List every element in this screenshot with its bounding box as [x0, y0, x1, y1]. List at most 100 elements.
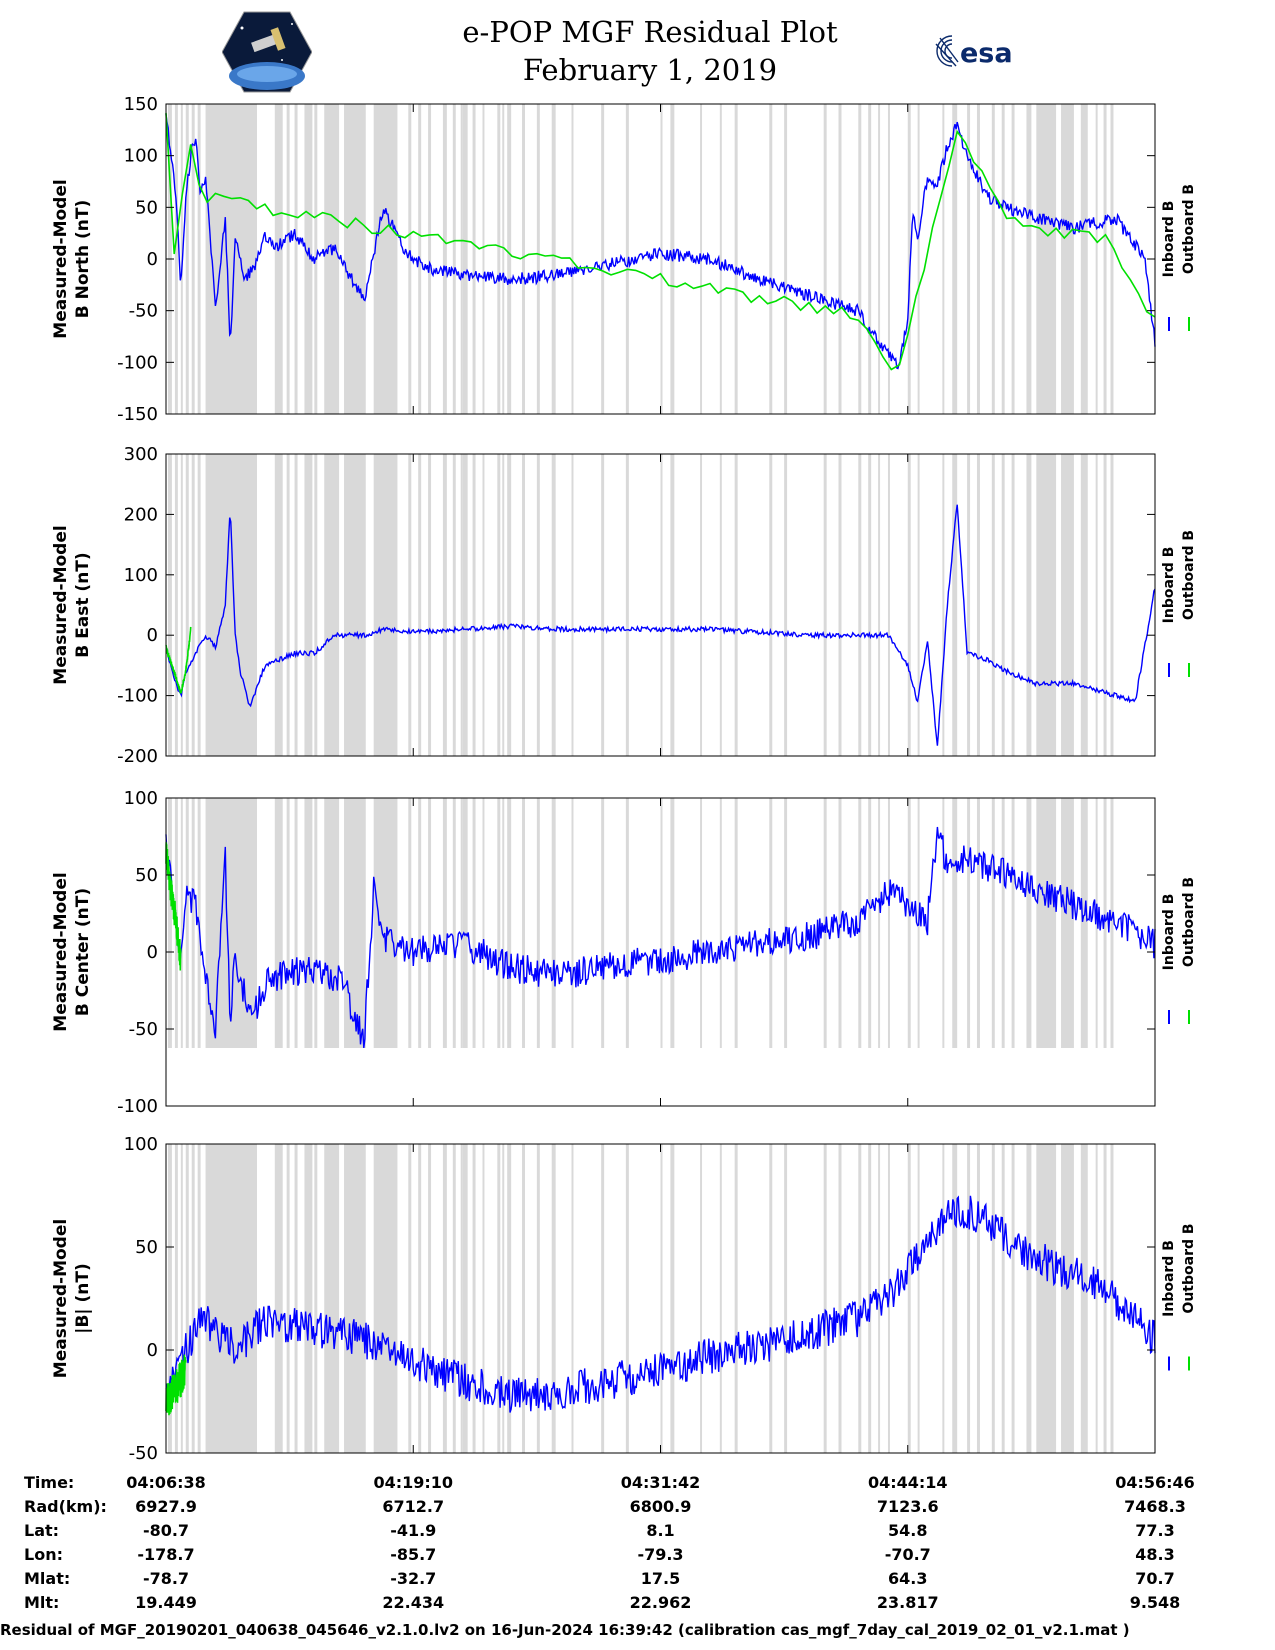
shade-interval	[180, 798, 183, 1048]
shade-interval	[991, 1144, 995, 1453]
panel-4: 100 50 0 -50 Measured-Model |B| (nT) Inboard B…	[51, 1134, 1197, 1464]
y-tick-label: 0	[147, 942, 158, 963]
shade-interval	[482, 454, 485, 756]
shade-interval	[482, 798, 485, 1048]
shade-interval	[462, 1144, 468, 1453]
shade-interval	[784, 798, 788, 1048]
y-tick-label: 300	[124, 444, 158, 465]
shade-interval	[314, 1144, 318, 1453]
shade-interval	[344, 104, 366, 414]
shade-interval	[294, 798, 298, 1048]
shade-interval	[1026, 1144, 1032, 1453]
shade-interval	[324, 454, 340, 756]
shade-interval	[294, 454, 298, 756]
shade-interval	[1095, 798, 1098, 1048]
shade-interval	[314, 454, 318, 756]
y-tick-label: -100	[117, 1096, 158, 1117]
shade-interval	[976, 1144, 980, 1453]
shade-interval	[428, 104, 432, 414]
y-tick-label: -50	[129, 1443, 158, 1464]
shade-interval	[408, 104, 412, 414]
shade-interval	[324, 104, 340, 414]
y-tick-label: 0	[147, 1340, 158, 1361]
shade-interval	[1095, 454, 1098, 756]
shade-interval	[442, 1144, 447, 1453]
shade-interval	[1036, 454, 1057, 756]
y-axis-label-line2: B Center (nT)	[73, 888, 93, 1016]
legend-outboard: Outboard B	[1181, 1223, 1197, 1313]
shade-interval	[314, 798, 318, 1048]
shade-interval	[428, 454, 432, 756]
shade-interval	[551, 798, 556, 1048]
shade-interval	[601, 104, 605, 414]
shade-interval	[428, 798, 432, 1048]
shade-interval	[472, 798, 476, 1048]
y-axis-label-line2: |B| (nT)	[73, 1263, 93, 1334]
shade-interval	[700, 454, 703, 756]
shade-interval	[1011, 798, 1015, 1048]
shade-interval	[428, 1144, 432, 1453]
ephemeris-value: 19.449	[135, 1593, 197, 1612]
shade-interval	[497, 454, 501, 756]
shade-interval	[507, 454, 512, 756]
shade-interval	[462, 454, 468, 756]
shade-interval	[601, 454, 605, 756]
ephemeris-value: 8.1	[646, 1521, 675, 1540]
shade-interval	[887, 798, 890, 1048]
shade-interval	[670, 798, 675, 1048]
shade-interval	[967, 1144, 971, 1453]
panel-3: 100 50 0 -50 -100 Measured-Model B Center (nT)…	[51, 788, 1197, 1117]
shade-interval	[507, 104, 512, 414]
ephemeris-value: 6712.7	[382, 1497, 445, 1516]
plot-date: February 1, 2019	[522, 53, 778, 87]
shade-interval	[1026, 798, 1032, 1048]
shade-interval	[1026, 104, 1032, 414]
ephemeris-value: -78.7	[142, 1569, 190, 1588]
shade-interval	[522, 798, 526, 1048]
ephemeris-value: 70.7	[1135, 1569, 1175, 1588]
y-axis-label: Measured-Model B East (nT)	[51, 525, 93, 684]
shade-interval	[460, 104, 463, 414]
shade-interval	[952, 798, 958, 1048]
shade-interval	[373, 798, 398, 1048]
shade-interval	[373, 104, 398, 414]
shade-interval	[571, 1144, 574, 1453]
shade-interval	[344, 454, 366, 756]
shade-interval	[1061, 1144, 1074, 1453]
ephemeris-value: 64.3	[888, 1569, 928, 1588]
panel-1: 150 100 50 0 -50 -100 -150 Measured-Model B Nort…	[51, 94, 1197, 425]
shade-interval	[1110, 1144, 1114, 1453]
shade-interval	[1095, 1144, 1098, 1453]
y-axis-label-line1: Measured-Model	[51, 1219, 71, 1378]
shade-interval	[442, 104, 447, 414]
ephemeris-value: 48.3	[1135, 1545, 1175, 1564]
shade-interval	[1080, 454, 1088, 756]
shade-interval	[991, 798, 995, 1048]
shade-interval	[868, 104, 872, 414]
shade-interval	[185, 104, 189, 414]
shade-interval	[373, 1144, 398, 1453]
shade-interval	[769, 798, 773, 1048]
shade-interval	[191, 798, 195, 1048]
ephemeris-value: 04:31:42	[620, 1473, 701, 1492]
shade-interval	[460, 1144, 463, 1453]
shade-interval	[660, 104, 663, 414]
shade-interval	[784, 104, 788, 414]
shade-interval	[838, 1144, 842, 1453]
shade-interval	[670, 454, 675, 756]
shade-interval	[472, 1144, 476, 1453]
shade-interval	[878, 454, 881, 756]
shade-interval	[174, 104, 178, 414]
shade-interval	[408, 1144, 412, 1453]
panel-2: 300 200 100 0 -100 -200 Measured-Model B East (…	[51, 444, 1197, 767]
y-tick-label: 50	[135, 197, 158, 218]
shade-interval	[1036, 1144, 1057, 1453]
shade-interval	[304, 454, 313, 756]
shade-interval	[868, 454, 872, 756]
y-tick-label: 0	[147, 249, 158, 270]
shade-interval	[784, 454, 788, 756]
shade-interval	[304, 104, 313, 414]
shade-interval	[769, 1144, 773, 1453]
shade-interval	[734, 454, 738, 756]
series-outboard	[165, 626, 192, 694]
